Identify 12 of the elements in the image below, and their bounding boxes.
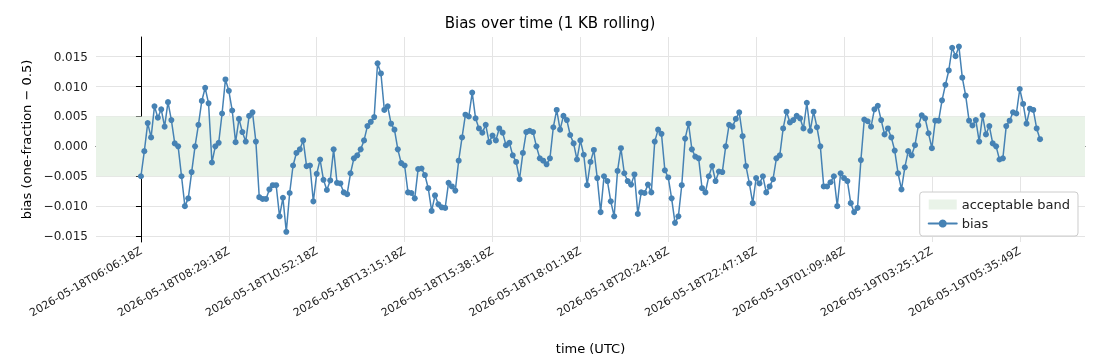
chart-title: Bias over time (1 KB rolling): [444, 13, 656, 32]
y-tick-label: −0.005: [43, 169, 88, 184]
y-axis-title: bias (one-fraction − 0.5): [18, 59, 34, 220]
y-tick-label: 0.000: [53, 139, 88, 154]
y-tick-label: 0.010: [53, 79, 88, 94]
y-tick-label: 0.005: [53, 109, 88, 124]
y-tick-label: −0.010: [43, 199, 88, 214]
legend-label: bias: [961, 216, 989, 231]
legend-label: acceptable band: [961, 197, 1070, 212]
y-tick-label: −0.015: [43, 229, 88, 244]
y-tick-label: 0.015: [53, 49, 88, 64]
x-axis-title: time (UTC): [555, 341, 626, 356]
